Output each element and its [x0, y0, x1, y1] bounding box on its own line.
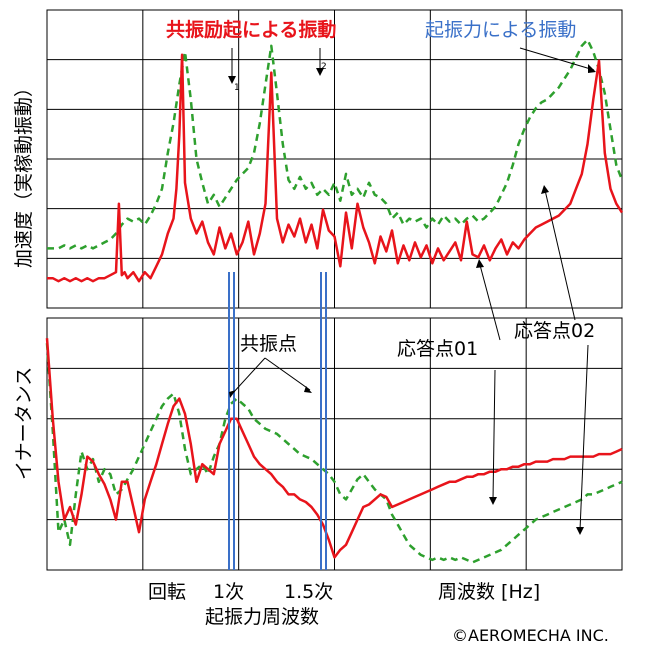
- arrow-resp02: [544, 189, 576, 321]
- frequency-hz-label: 周波数 [Hz]: [438, 581, 540, 603]
- arrow-resp01: [479, 264, 501, 341]
- accel-grid: [47, 10, 622, 308]
- accel-series: [47, 38, 624, 283]
- inertance-ylabel: イナータンス: [13, 367, 35, 480]
- accel-ylabel: 加速度（実稼動振動）: [13, 78, 35, 268]
- peak1-label: 1: [234, 83, 240, 93]
- copyright: ©AEROMECHA INC.: [452, 626, 609, 645]
- arrow-heads: [228, 64, 596, 535]
- inertance-grid: [47, 318, 622, 570]
- arrow-resp02-bot: [579, 344, 589, 531]
- arrowhead-peak1: [228, 76, 236, 84]
- excitation-freq-label: 起振力周波数: [205, 606, 319, 628]
- excitation-force-label: 起振力による振動: [425, 19, 576, 41]
- resonance-point-label: 共振点: [240, 333, 297, 355]
- arrowhead-peak2: [316, 68, 324, 76]
- arrowhead-resp01-bot: [489, 497, 497, 505]
- excitation-markers: [228, 272, 327, 570]
- response02-label: 応答点02: [514, 320, 595, 342]
- arrowhead-resp02: [541, 185, 549, 194]
- arrow-force: [519, 47, 595, 71]
- peak2-label: 2: [321, 62, 327, 72]
- resonance-excitation-label: 共振励起による振動: [166, 18, 336, 41]
- inertance-response02-line: [45, 343, 623, 564]
- response01-label: 応答点01: [397, 338, 478, 360]
- one-point-five-order-label: 1.5次: [284, 581, 333, 603]
- inertance-response01-line: [45, 338, 623, 559]
- accel-response01-line: [47, 53, 624, 283]
- annotation-arrows: [231, 47, 595, 531]
- arrow-res2: [264, 357, 311, 391]
- arrowhead-resp02-bot: [576, 527, 584, 535]
- rotation-label: 回転: [148, 581, 186, 603]
- arrowhead-res1: [229, 390, 236, 398]
- arrow-resp01-bot: [492, 369, 496, 501]
- arrowhead-force: [588, 64, 596, 73]
- inertance-series: [45, 338, 623, 564]
- arrowhead-res2: [304, 386, 312, 393]
- first-order-label: 1次: [213, 581, 244, 603]
- arrow-res1: [231, 357, 266, 395]
- arrowhead-resp01: [476, 259, 484, 268]
